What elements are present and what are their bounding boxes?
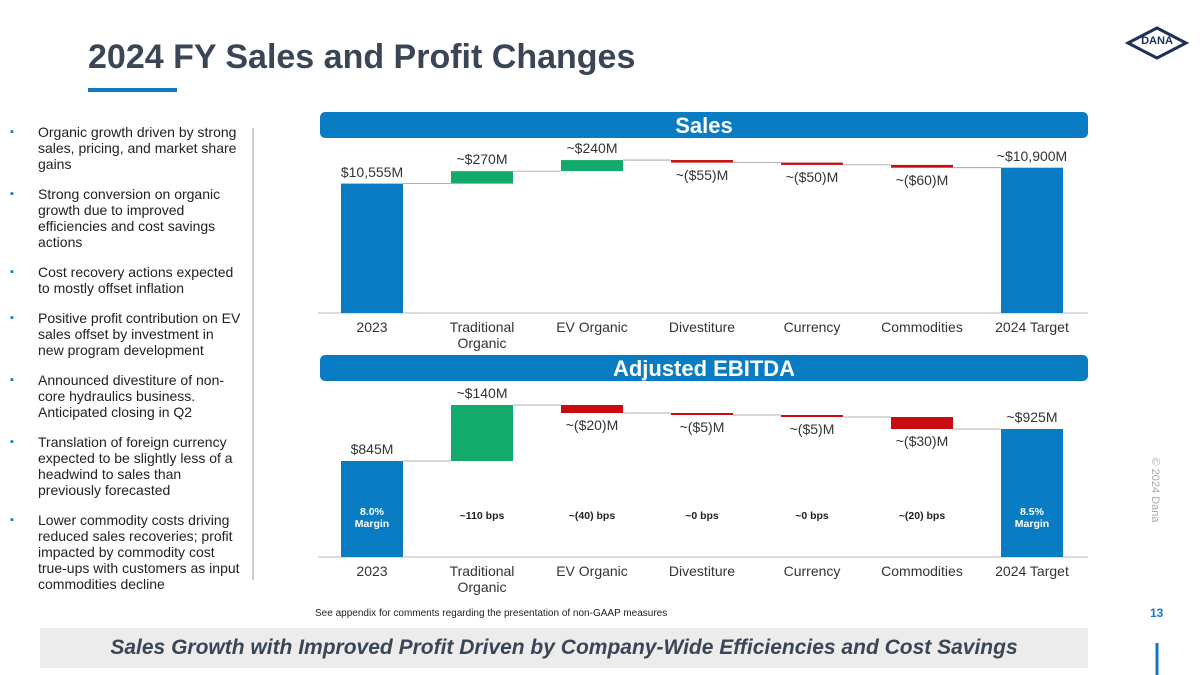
page-number: 13 xyxy=(1150,606,1164,620)
banner: Sales Growth with Improved Profit Driven… xyxy=(110,636,1018,659)
chart-title: Sales xyxy=(675,113,733,138)
category-label: Currency xyxy=(783,563,841,579)
bullet: Announced divestiture of non-core hydrau… xyxy=(10,372,242,420)
annotation: ~110 bps xyxy=(459,510,505,522)
value-label: ~$240M xyxy=(566,140,618,157)
bullet: Lower commodity costs driving reduced sa… xyxy=(10,512,242,592)
bar xyxy=(451,171,513,184)
bullet: Organic growth driven by strong sales, p… xyxy=(10,124,242,172)
value-label: $10,555M xyxy=(340,163,404,180)
logo-text: DANA xyxy=(1141,35,1173,47)
banner-bg xyxy=(40,628,1088,668)
annotation: ~0 bps xyxy=(795,510,829,522)
chart-header xyxy=(320,112,1088,138)
value-label: ~$10,900M xyxy=(996,147,1068,164)
bar xyxy=(341,461,403,557)
value-label: ~($20)M xyxy=(565,417,619,433)
value-label: ~($30)M xyxy=(895,433,949,449)
bullet: Positive profit contribution on EV sales… xyxy=(10,310,242,358)
category-label: 2023 xyxy=(356,319,388,335)
category-label: 2024 Target xyxy=(995,563,1069,579)
category-label: Divestiture xyxy=(668,563,736,579)
category-label: Traditional Organic xyxy=(449,319,515,351)
annotation: ~(40) bps xyxy=(568,510,616,522)
category-label: EV Organic xyxy=(556,563,628,579)
category-label: 2024 Target xyxy=(995,319,1069,335)
value-label: $845M xyxy=(350,441,394,457)
bullet: Cost recovery actions expected to mostly… xyxy=(10,264,242,296)
category-label: Commodities xyxy=(881,319,963,335)
annotation: ~0 bps xyxy=(685,510,719,522)
chart-header xyxy=(320,355,1088,381)
value-label: ~($60)M xyxy=(895,171,949,188)
bullet-list: Organic growth driven by strong sales, p… xyxy=(10,124,242,606)
bar xyxy=(561,405,623,413)
category-label: Traditional Organic xyxy=(449,563,515,595)
bar xyxy=(781,162,843,165)
value-label: ~($55)M xyxy=(675,166,729,183)
bar xyxy=(891,164,953,168)
value-label: ~$140M xyxy=(456,385,508,401)
category-label: Commodities xyxy=(881,563,963,579)
value-label: ~($5)M xyxy=(679,419,725,435)
value-label: ~$925M xyxy=(1006,409,1058,425)
value-label: ~($5)M xyxy=(789,421,835,437)
title-underline xyxy=(88,88,177,92)
bullet: Translation of foreign currency expected… xyxy=(10,434,242,498)
annotation: 8.0% Margin xyxy=(354,506,390,530)
bar xyxy=(1001,429,1063,557)
category-label: Currency xyxy=(783,319,841,335)
chart-title: Adjusted EBITDA xyxy=(612,356,796,381)
bar xyxy=(451,405,513,461)
category-label: EV Organic xyxy=(556,319,628,335)
value-label: ~$270M xyxy=(456,151,508,168)
bar xyxy=(671,413,733,415)
category-label: 2023 xyxy=(356,563,388,579)
bar xyxy=(341,183,403,313)
annotation: ~(20) bps xyxy=(898,510,946,522)
bar xyxy=(781,415,843,417)
title: 2024 FY Sales and Profit Changes xyxy=(88,38,636,76)
logo-diamond xyxy=(1124,26,1190,60)
copyright: © 2024 Dana xyxy=(1149,457,1161,523)
bar xyxy=(671,160,733,163)
bar xyxy=(561,160,623,172)
value-label: ~($50)M xyxy=(785,168,839,185)
bar xyxy=(1001,167,1063,313)
footnote: See appendix for comments regarding the … xyxy=(315,608,668,619)
bar xyxy=(891,417,953,429)
category-label: Divestiture xyxy=(668,319,736,335)
bullet: Strong conversion on organic growth due … xyxy=(10,186,242,250)
annotation: 8.5% Margin xyxy=(1014,506,1050,530)
